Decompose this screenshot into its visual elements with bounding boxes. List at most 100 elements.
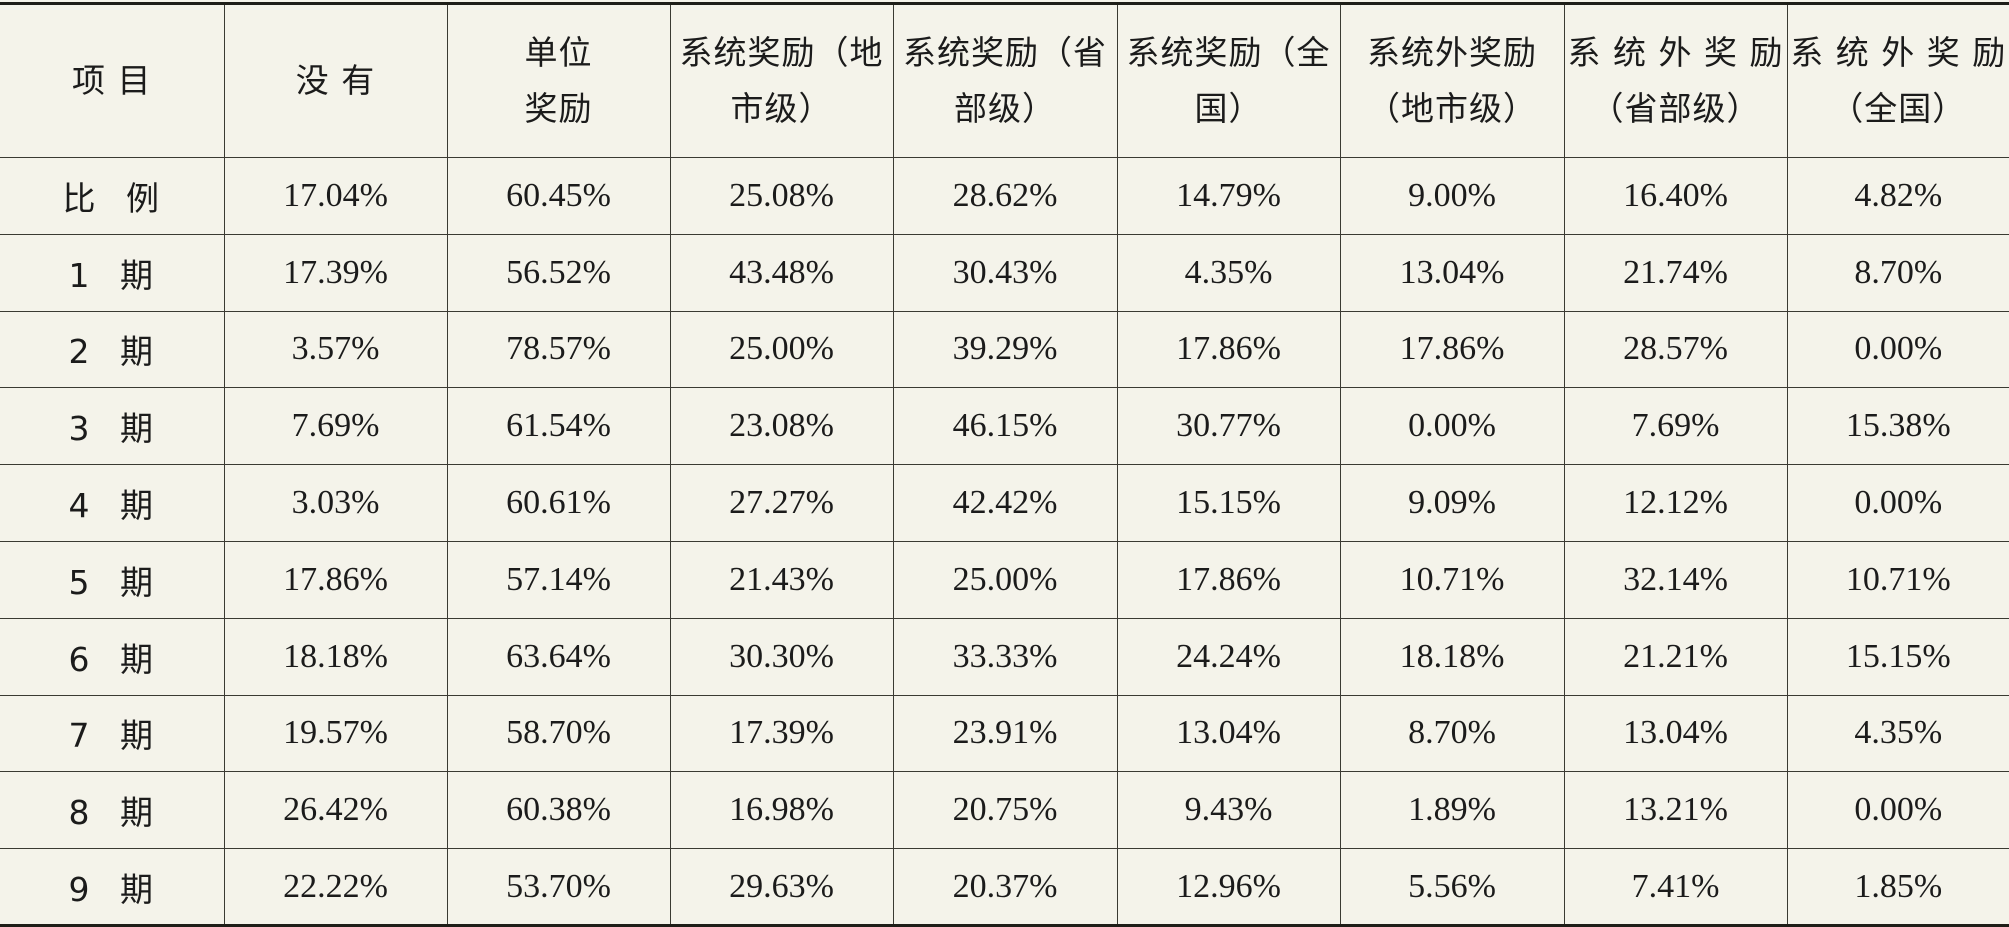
column-header-line: （全国） bbox=[1788, 81, 2009, 137]
table-cell: 78.57% bbox=[447, 311, 670, 388]
table-cell: 39.29% bbox=[893, 311, 1117, 388]
table-cell: 23.91% bbox=[893, 695, 1117, 772]
table-cell: 29.63% bbox=[670, 849, 893, 926]
table-cell: 58.70% bbox=[447, 695, 670, 772]
column-header-line: 部级） bbox=[894, 81, 1117, 137]
table-header: 项 目没 有单位奖励系统奖励（地市级）系统奖励（省部级）系统奖励（全国）系统外奖… bbox=[0, 4, 2009, 158]
table-cell: 61.54% bbox=[447, 388, 670, 465]
table-cell: 9.09% bbox=[1340, 465, 1564, 542]
table-cell: 30.77% bbox=[1117, 388, 1340, 465]
table-cell: 0.00% bbox=[1340, 388, 1564, 465]
column-header: 系 统 外 奖 励（省部级） bbox=[1564, 4, 1787, 158]
table-cell: 4.35% bbox=[1787, 695, 2009, 772]
table-cell: 42.42% bbox=[893, 465, 1117, 542]
table-cell: 17.86% bbox=[1117, 311, 1340, 388]
row-label: 7 期 bbox=[0, 695, 224, 772]
column-header-line: （省部级） bbox=[1565, 81, 1787, 137]
table-cell: 7.41% bbox=[1564, 849, 1787, 926]
table-cell: 21.43% bbox=[670, 541, 893, 618]
table-cell: 1.89% bbox=[1340, 772, 1564, 849]
table-cell: 8.70% bbox=[1787, 234, 2009, 311]
table-cell: 14.79% bbox=[1117, 158, 1340, 235]
row-label: 比 例 bbox=[0, 158, 224, 235]
column-header: 系统奖励（省部级） bbox=[893, 4, 1117, 158]
table-cell: 0.00% bbox=[1787, 772, 2009, 849]
table-cell: 19.57% bbox=[224, 695, 447, 772]
column-header-line: 奖励 bbox=[448, 81, 670, 137]
table-cell: 16.98% bbox=[670, 772, 893, 849]
row-label: 2 期 bbox=[0, 311, 224, 388]
column-header-line: 系统奖励（省 bbox=[894, 25, 1117, 81]
table-cell: 17.39% bbox=[670, 695, 893, 772]
table-cell: 3.57% bbox=[224, 311, 447, 388]
column-header-line: 项 目 bbox=[0, 53, 224, 109]
table-cell: 20.37% bbox=[893, 849, 1117, 926]
column-header-line: 没 有 bbox=[225, 53, 447, 109]
table-cell: 28.57% bbox=[1564, 311, 1787, 388]
table-cell: 0.00% bbox=[1787, 311, 2009, 388]
table-cell: 9.43% bbox=[1117, 772, 1340, 849]
table-cell: 7.69% bbox=[1564, 388, 1787, 465]
column-header-line: 市级） bbox=[671, 81, 893, 137]
table-cell: 25.00% bbox=[893, 541, 1117, 618]
row-label: 4 期 bbox=[0, 465, 224, 542]
header-row: 项 目没 有单位奖励系统奖励（地市级）系统奖励（省部级）系统奖励（全国）系统外奖… bbox=[0, 4, 2009, 158]
table-cell: 32.14% bbox=[1564, 541, 1787, 618]
table-cell: 13.21% bbox=[1564, 772, 1787, 849]
table-cell: 13.04% bbox=[1117, 695, 1340, 772]
column-header: 系 统 外 奖 励（全国） bbox=[1787, 4, 2009, 158]
column-header-line: 系统外奖励 bbox=[1341, 25, 1564, 81]
table-cell: 56.52% bbox=[447, 234, 670, 311]
table-cell: 0.00% bbox=[1787, 465, 2009, 542]
column-header-line: 系统奖励（全 bbox=[1118, 25, 1340, 81]
table-cell: 12.96% bbox=[1117, 849, 1340, 926]
table-cell: 4.35% bbox=[1117, 234, 1340, 311]
table-cell: 1.85% bbox=[1787, 849, 2009, 926]
table-cell: 28.62% bbox=[893, 158, 1117, 235]
table-cell: 15.38% bbox=[1787, 388, 2009, 465]
table-cell: 17.86% bbox=[224, 541, 447, 618]
column-header-line: 系统奖励（地 bbox=[671, 25, 893, 81]
table-cell: 30.43% bbox=[893, 234, 1117, 311]
table-cell: 9.00% bbox=[1340, 158, 1564, 235]
row-label: 3 期 bbox=[0, 388, 224, 465]
table-cell: 7.69% bbox=[224, 388, 447, 465]
table-cell: 21.21% bbox=[1564, 618, 1787, 695]
column-header-line: 系 统 外 奖 励 bbox=[1788, 25, 2009, 81]
table-cell: 60.61% bbox=[447, 465, 670, 542]
table-cell: 10.71% bbox=[1787, 541, 2009, 618]
column-header: 系统奖励（全国） bbox=[1117, 4, 1340, 158]
table-cell: 25.00% bbox=[670, 311, 893, 388]
row-label: 9 期 bbox=[0, 849, 224, 926]
table-cell: 26.42% bbox=[224, 772, 447, 849]
row-label: 8 期 bbox=[0, 772, 224, 849]
table-cell: 13.04% bbox=[1340, 234, 1564, 311]
table-cell: 60.45% bbox=[447, 158, 670, 235]
row-label: 6 期 bbox=[0, 618, 224, 695]
table-cell: 20.75% bbox=[893, 772, 1117, 849]
table-cell: 3.03% bbox=[224, 465, 447, 542]
table-cell: 18.18% bbox=[1340, 618, 1564, 695]
table-cell: 60.38% bbox=[447, 772, 670, 849]
table-cell: 16.40% bbox=[1564, 158, 1787, 235]
table-cell: 17.86% bbox=[1340, 311, 1564, 388]
table-cell: 4.82% bbox=[1787, 158, 2009, 235]
table-cell: 22.22% bbox=[224, 849, 447, 926]
table-cell: 23.08% bbox=[670, 388, 893, 465]
row-label: 5 期 bbox=[0, 541, 224, 618]
table-cell: 25.08% bbox=[670, 158, 893, 235]
table-cell: 5.56% bbox=[1340, 849, 1564, 926]
column-header: 项 目 bbox=[0, 4, 224, 158]
column-header: 系统外奖励（地市级） bbox=[1340, 4, 1564, 158]
